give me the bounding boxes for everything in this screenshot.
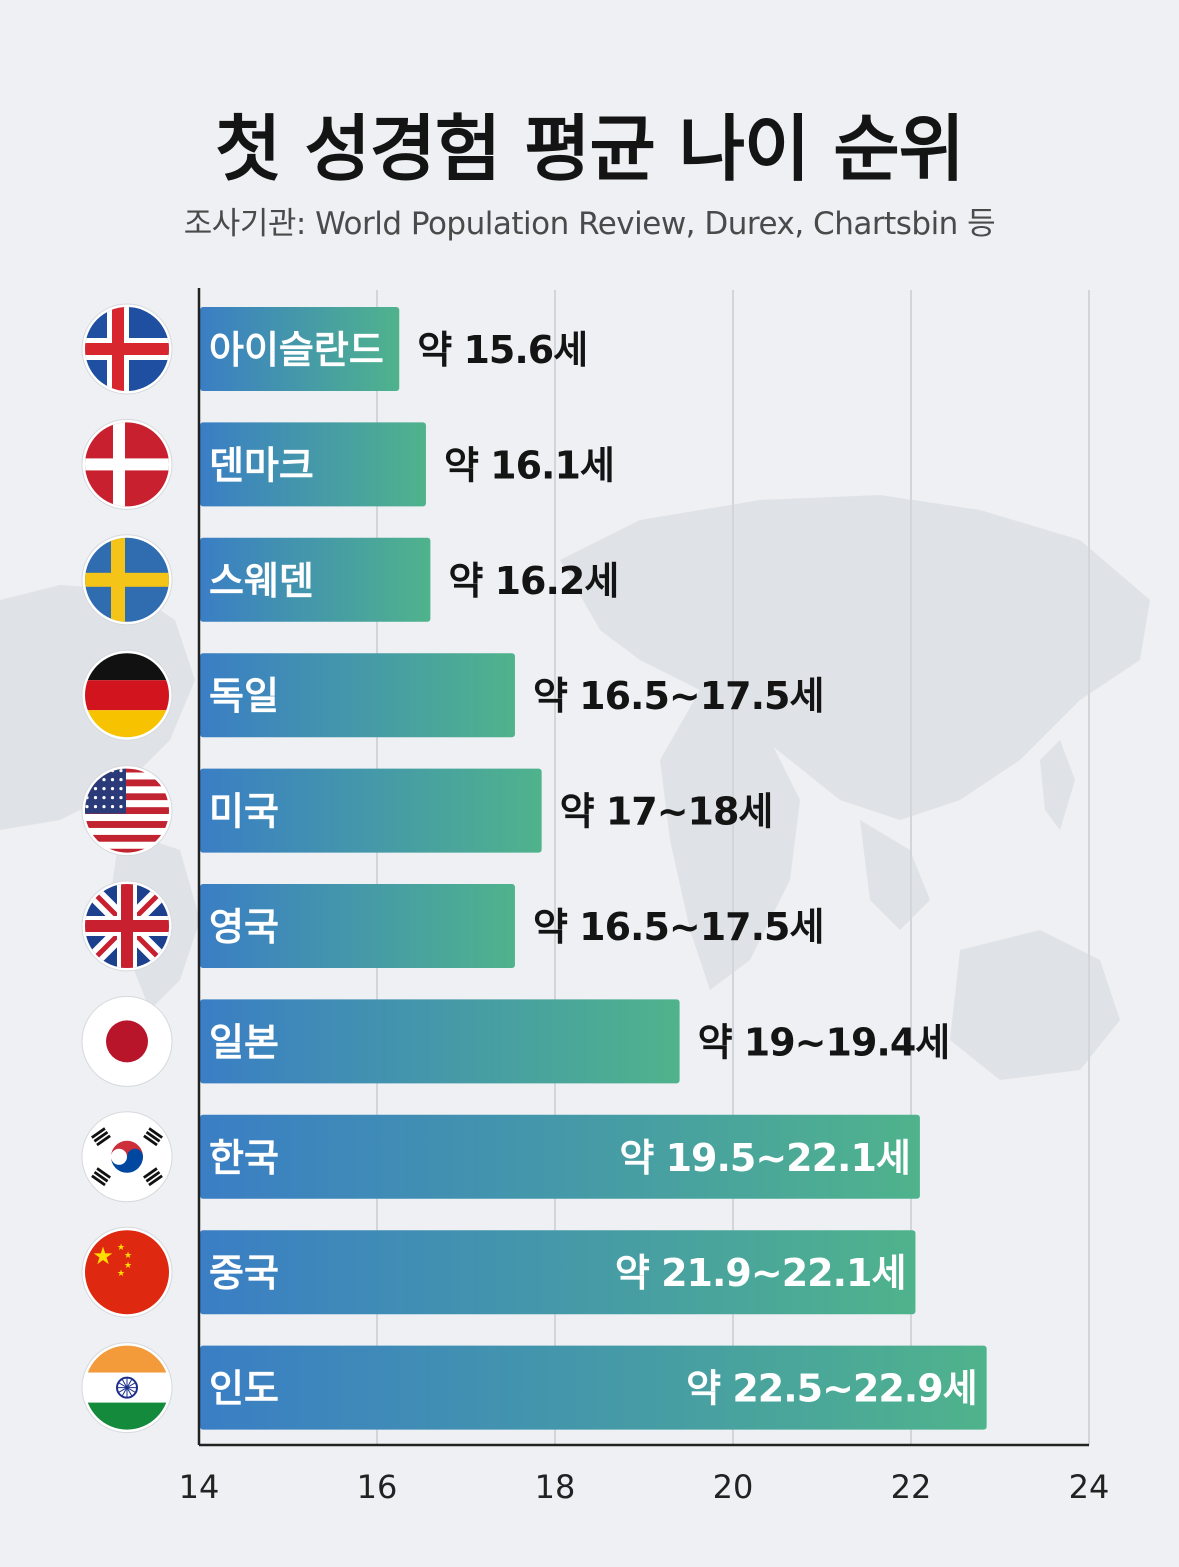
korea-flag-icon bbox=[81, 1111, 173, 1203]
bar-value-label: 약 16.1세 bbox=[444, 443, 614, 487]
bar-value-label: 약 21.9~22.1세 bbox=[615, 1251, 906, 1295]
sweden-flag-icon bbox=[81, 534, 173, 626]
bar-value-label: 약 16.5~17.5세 bbox=[533, 674, 824, 718]
germany-flag-icon bbox=[81, 649, 173, 741]
bar-category-label: 중국 bbox=[209, 1251, 279, 1295]
bar-category-label: 덴마크 bbox=[209, 443, 314, 487]
bar-0 bbox=[200, 307, 400, 391]
india-flag-icon bbox=[81, 1342, 173, 1434]
uk-flag-icon bbox=[81, 880, 173, 972]
bar-value-label: 약 19~19.4세 bbox=[698, 1020, 950, 1064]
bar-category-label: 미국 bbox=[209, 790, 279, 834]
bar-value-label: 약 22.5~22.9세 bbox=[686, 1367, 977, 1411]
denmark-flag-icon bbox=[81, 418, 173, 510]
bar-value-label: 약 16.2세 bbox=[448, 559, 618, 603]
x-tick-label: 16 bbox=[357, 1468, 398, 1506]
bar-4 bbox=[200, 768, 542, 853]
bar-category-label: 독일 bbox=[209, 674, 279, 718]
x-tick-label: 20 bbox=[713, 1468, 754, 1506]
bar-value-label: 약 19.5~22.1세 bbox=[619, 1136, 910, 1180]
bar-category-label: 영국 bbox=[209, 905, 279, 949]
bar-9 bbox=[200, 1345, 987, 1430]
x-tick-label: 14 bbox=[179, 1468, 220, 1506]
bar-7 bbox=[200, 1114, 920, 1199]
svg-text:★: ★ bbox=[124, 1251, 132, 1261]
bar-8 bbox=[200, 1230, 916, 1315]
bar-category-label: 아이슬란드 bbox=[209, 328, 384, 372]
svg-text:★: ★ bbox=[117, 1243, 125, 1253]
x-tick-label: 24 bbox=[1069, 1468, 1110, 1506]
bar-value-label: 약 17~18세 bbox=[560, 790, 773, 834]
china-flag-icon: ★ ★★★★ bbox=[81, 1226, 173, 1318]
svg-text:★: ★ bbox=[92, 1242, 114, 1270]
x-tick-label: 22 bbox=[891, 1468, 932, 1506]
bar-value-label: 약 16.5~17.5세 bbox=[533, 905, 824, 949]
bar-2 bbox=[200, 537, 431, 622]
svg-text:★: ★ bbox=[124, 1261, 132, 1271]
usa-flag-icon bbox=[81, 765, 173, 857]
bar-3 bbox=[200, 653, 515, 738]
bar-6 bbox=[200, 999, 680, 1084]
bar-category-label: 일본 bbox=[209, 1020, 279, 1064]
bar-category-label: 한국 bbox=[209, 1136, 279, 1180]
bar-1 bbox=[200, 422, 426, 507]
x-tick-label: 18 bbox=[535, 1468, 576, 1506]
chart-subtitle: 조사기관: World Population Review, Durex, Ch… bbox=[183, 206, 996, 242]
svg-text:★: ★ bbox=[117, 1269, 125, 1279]
bar-category-label: 인도 bbox=[209, 1367, 279, 1411]
bar-5 bbox=[200, 884, 515, 968]
bar-value-label: 약 15.6세 bbox=[417, 328, 587, 372]
japan-flag-icon bbox=[81, 995, 173, 1087]
chart-title: 첫 성경험 평균 나이 순위 bbox=[215, 107, 965, 191]
bar-category-label: 스웨덴 bbox=[209, 559, 314, 603]
iceland-flag-icon bbox=[81, 303, 173, 395]
